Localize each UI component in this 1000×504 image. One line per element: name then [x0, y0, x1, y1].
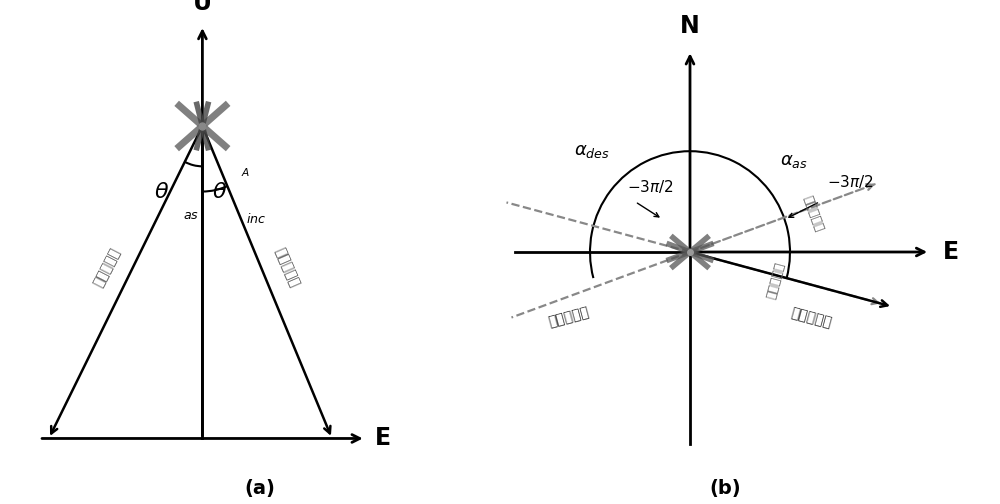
- Text: (a): (a): [245, 479, 275, 498]
- Text: (b): (b): [709, 479, 741, 498]
- Text: $_{as}$: $_{as}$: [183, 203, 199, 221]
- Text: $^A$: $^A$: [241, 169, 250, 184]
- Text: $_{inc}$: $_{inc}$: [246, 208, 266, 226]
- Text: $\alpha_{as}$: $\alpha_{as}$: [780, 152, 808, 170]
- Text: 降轨地距向: 降轨地距向: [546, 305, 590, 330]
- Text: $-3\pi/2$: $-3\pi/2$: [827, 173, 873, 190]
- Text: $\theta$: $\theta$: [212, 181, 227, 202]
- Text: E: E: [375, 426, 391, 451]
- Text: N: N: [680, 14, 700, 38]
- Text: $\alpha_{des}$: $\alpha_{des}$: [574, 142, 610, 160]
- Text: 降轨斜距向: 降轨斜距向: [91, 245, 122, 289]
- Text: $-3\pi/2$: $-3\pi/2$: [627, 178, 673, 195]
- Text: U: U: [193, 0, 212, 15]
- Text: E: E: [942, 240, 959, 264]
- Text: 升轨方位向: 升轨方位向: [765, 261, 787, 300]
- Text: 降轨方位向: 降轨方位向: [801, 194, 826, 234]
- Text: 升轨地距向: 升轨地距向: [790, 305, 834, 330]
- Text: $\theta$: $\theta$: [154, 181, 169, 202]
- Text: 升轨斜距向: 升轨斜距向: [272, 245, 301, 289]
